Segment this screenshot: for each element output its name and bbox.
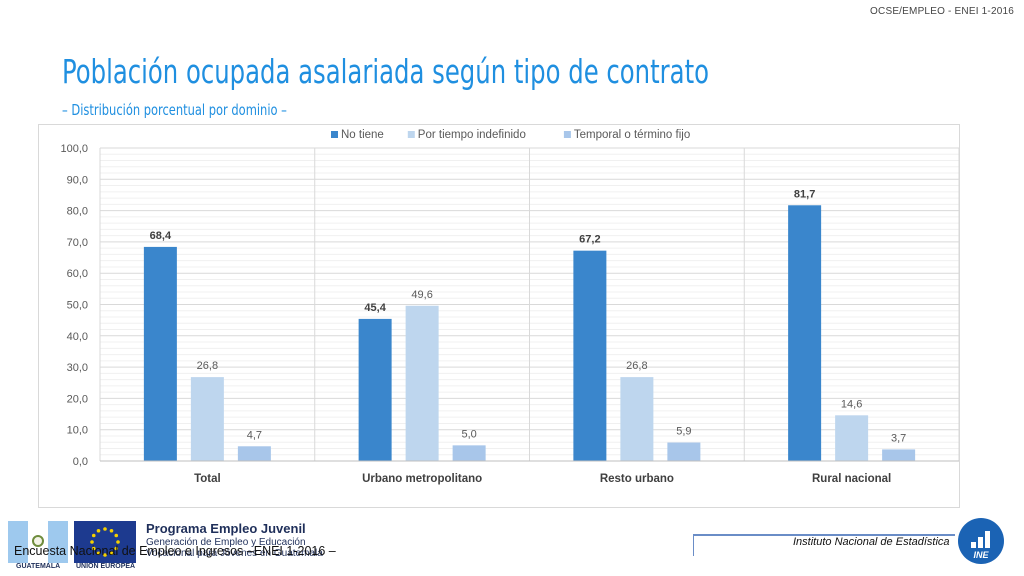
legend-label: Temporal o término fijo — [574, 129, 690, 141]
y-tick-label: 10,0 — [67, 425, 88, 437]
y-tick-label: 0,0 — [73, 456, 88, 468]
bar-3-2 — [452, 445, 486, 461]
program-line-1: Generación de Empleo y Educación — [146, 537, 306, 548]
ine-logo-text: INE — [973, 550, 989, 560]
data-label: 68,4 — [150, 230, 172, 242]
header-tag: OCSE/EMPLEO - ENEI 1-2016 — [870, 6, 1014, 17]
y-tick-label: 70,0 — [67, 237, 88, 249]
data-label: 4,7 — [247, 429, 262, 441]
chart-frame: 0,0 10,0 20,0 30,0 40,0 50,0 60,0 70,0 80,0 90,0 1… — [38, 124, 960, 508]
data-label: 81,7 — [794, 188, 815, 200]
y-tick-label: 20,0 — [67, 393, 88, 405]
data-label: 49,6 — [411, 289, 432, 301]
data-label: 26,8 — [197, 360, 218, 372]
institute-name: Instituto Nacional de Estadística — [793, 536, 950, 548]
program-subtitle: Generación de Empleo y Educación Vocacio… — [146, 537, 323, 559]
guatemala-caption: GUATEMALA — [16, 563, 61, 570]
source-note: Encuesta Nacional de Empleo e Ingresos –… — [14, 544, 336, 558]
y-tick-label: 30,0 — [67, 362, 88, 374]
bar-2-1 — [190, 377, 224, 461]
eu-flag-icon — [74, 521, 136, 563]
footer-tick — [693, 534, 694, 556]
x-tick-label: Urbano metropolitano — [362, 473, 482, 485]
data-label: 26,8 — [626, 360, 647, 372]
y-tick-label: 60,0 — [67, 268, 88, 280]
data-label: 3,7 — [891, 432, 906, 444]
data-label: 5,0 — [461, 428, 476, 440]
data-label: 5,9 — [676, 426, 691, 438]
x-tick-label: Rural nacional — [812, 473, 891, 485]
x-tick-label: Total — [194, 473, 221, 485]
bar-3-3 — [667, 442, 701, 461]
y-tick-label: 100,0 — [60, 143, 88, 155]
bar-2-2 — [405, 305, 439, 461]
y-tick-label: 80,0 — [67, 206, 88, 218]
data-label: 67,2 — [579, 234, 600, 246]
y-tick-label: 40,0 — [67, 331, 88, 343]
legend-swatch — [407, 131, 415, 138]
legend-swatch — [331, 131, 338, 138]
bar-1-3 — [573, 250, 607, 461]
legend-label: No tiene — [341, 129, 384, 141]
footer-rule — [693, 534, 955, 536]
bar-chart: 0,0 10,0 20,0 30,0 40,0 50,0 60,0 70,0 80,0 90,0 1… — [60, 129, 960, 485]
legend-label: Por tiempo indefinido — [418, 129, 526, 141]
program-title: Programa Empleo Juvenil — [146, 521, 306, 536]
legend-swatch — [563, 131, 571, 138]
ine-logo-icon: INE — [958, 518, 1004, 564]
bar-2-3 — [620, 377, 654, 461]
page-title: Población ocupada asalariada según tipo … — [62, 52, 710, 91]
eu-caption: UNIÓN EUROPEA — [76, 563, 136, 570]
bar-2-4 — [835, 415, 869, 461]
page-subtitle: – Distribución porcentual por dominio – — [62, 101, 287, 119]
guatemala-flag-icon — [8, 521, 68, 563]
x-tick-label: Resto urbano — [600, 473, 674, 485]
y-tick-label: 90,0 — [67, 174, 88, 186]
bar-1-1 — [143, 246, 177, 461]
program-line-2: Vocacional para Jóvenes en Guatemala — [146, 548, 323, 559]
y-tick-label: 50,0 — [67, 300, 88, 312]
bar-1-4 — [788, 205, 822, 461]
bar-1-2 — [358, 318, 392, 461]
bar-3-1 — [237, 446, 271, 461]
data-label: 14,6 — [841, 398, 862, 410]
bar-3-4 — [882, 449, 916, 461]
data-label: 45,4 — [364, 302, 386, 314]
